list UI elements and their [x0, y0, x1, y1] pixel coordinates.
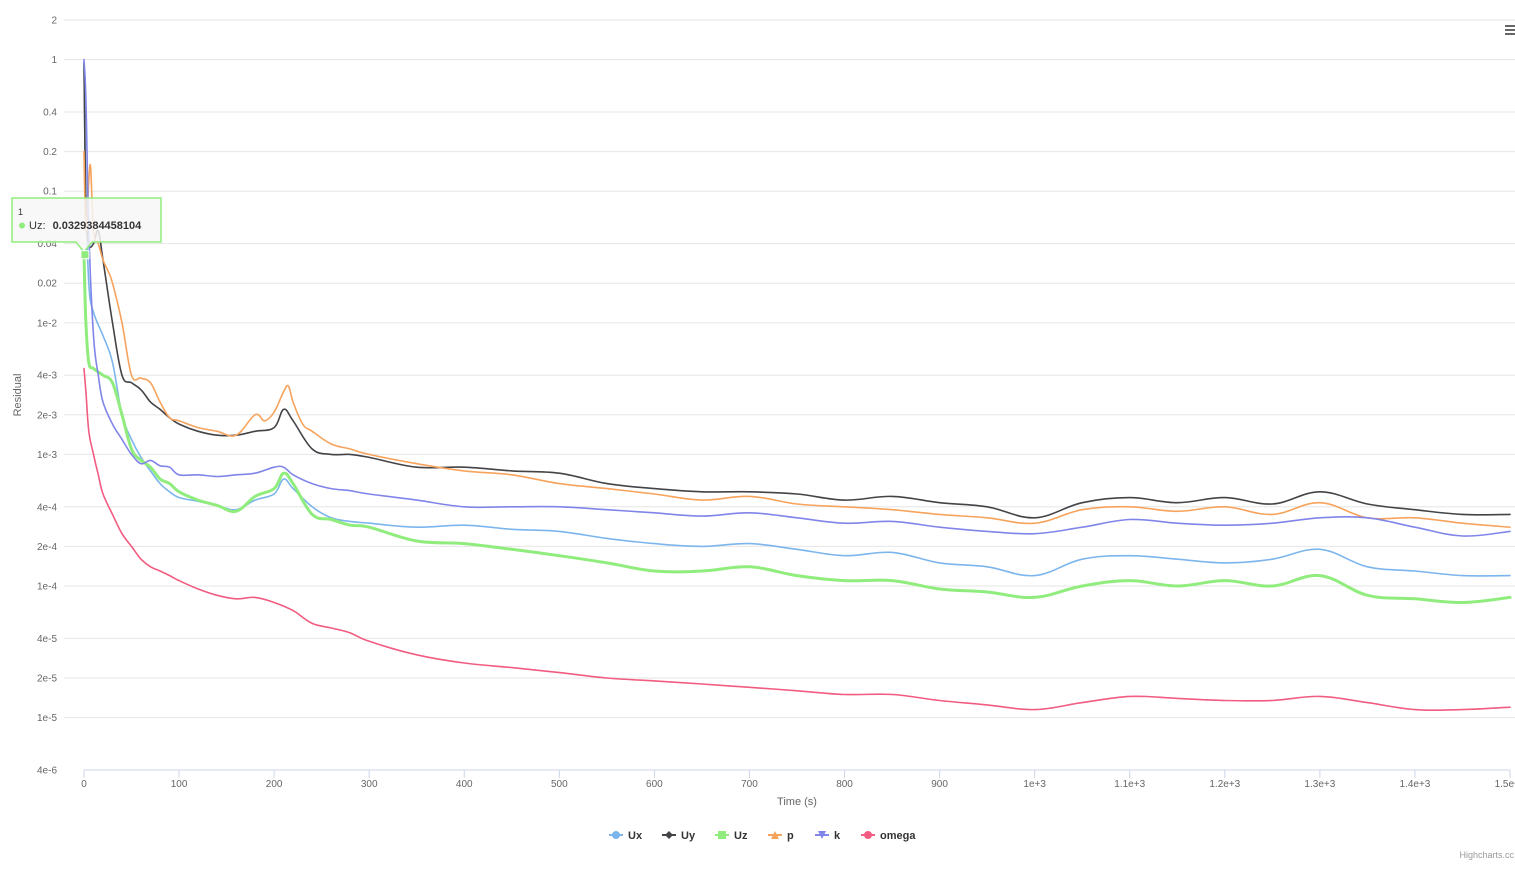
y-tick-label: 4e-5 — [37, 634, 57, 645]
series-line-p[interactable] — [83, 150, 1511, 528]
y-tick-label: 0.02 — [38, 279, 58, 290]
legend-label: Uz — [734, 830, 748, 842]
hover-marker — [80, 250, 90, 260]
hover-point-marker — [80, 250, 90, 260]
x-tick-label: 0 — [81, 779, 87, 790]
svg-text:Uz: 0.0329384458104: Uz: 0.0329384458104 — [29, 220, 142, 232]
x-tick-label: 1.5e+3 — [1495, 779, 1515, 790]
legend-marker-p — [771, 831, 779, 839]
y-tick-label: 0.1 — [43, 187, 57, 198]
series-line-Uz[interactable] — [82, 253, 1512, 605]
x-tick-label: 700 — [741, 779, 758, 790]
tooltip-value: 0.0329384458104 — [53, 220, 143, 232]
x-tick-label: 400 — [456, 779, 473, 790]
x-tick-label: 600 — [646, 779, 663, 790]
legend-item-k[interactable]: k — [815, 830, 841, 842]
y-tick-label: 4e-3 — [37, 371, 57, 382]
x-tick-label: 200 — [266, 779, 283, 790]
series-line-Uy[interactable] — [83, 61, 1511, 519]
y-tick-label: 0.4 — [43, 107, 57, 118]
legend-marker-Ux — [612, 831, 620, 839]
x-tick-label: 1.4e+3 — [1399, 779, 1430, 790]
legend-label: p — [787, 830, 794, 842]
x-tick-label: 1.3e+3 — [1304, 779, 1335, 790]
y-tick-label: 2e-5 — [37, 674, 57, 685]
tooltip-series-name: Uz: — [29, 220, 46, 232]
tooltip-x-label: 1 — [18, 207, 23, 217]
x-tick-label: 1.2e+3 — [1209, 779, 1240, 790]
legend-marker-Uz — [718, 831, 726, 839]
x-tick-label: 1e+3 — [1023, 779, 1046, 790]
y-tick-label: 0.2 — [43, 147, 57, 158]
credits-link[interactable]: Highcharts.cc — [1459, 850, 1514, 860]
legend-item-omega[interactable]: omega — [861, 830, 916, 842]
legend-item-Uy[interactable]: Uy — [662, 830, 696, 842]
legend-marker-Uy — [665, 831, 673, 839]
y-tick-label: 1e-4 — [37, 582, 57, 593]
y-tick-label: 1 — [51, 55, 57, 66]
y-axis-ticks: 2 1 0.4 0.2 0.1 0.04 0.02 1e-2 4e-3 2e-3 1e-3 4e-4 2… — [37, 16, 57, 777]
series-lines — [82, 58, 1512, 712]
y-tick-label: 2e-4 — [37, 542, 57, 553]
y-tick-label: 1e-2 — [37, 318, 57, 329]
legend-item-Ux[interactable]: Ux — [609, 830, 643, 842]
legend-marker-omega — [864, 831, 872, 839]
legend-label: Uy — [681, 830, 696, 842]
legend-label: omega — [880, 830, 916, 842]
legend-label: Ux — [628, 830, 643, 842]
x-tick-label: 100 — [171, 779, 188, 790]
series-line-Ux[interactable] — [83, 64, 1511, 577]
series-line-omega[interactable] — [83, 367, 1511, 712]
x-tick-label: 900 — [931, 779, 948, 790]
y-tick-label: 1e-5 — [37, 713, 57, 724]
y-tick-label: 4e-4 — [37, 502, 57, 513]
series-line-k[interactable] — [83, 58, 1511, 537]
hamburger-menu-icon[interactable] — [1505, 25, 1515, 35]
y-tick-label: 2e-3 — [37, 410, 57, 421]
x-tick-label: 500 — [551, 779, 568, 790]
y-tick-label: 1e-3 — [37, 450, 57, 461]
y-tick-label: 0.04 — [38, 239, 58, 250]
x-tick-label: 800 — [836, 779, 853, 790]
x-tick-label: 300 — [361, 779, 378, 790]
legend-marker-k — [818, 831, 826, 839]
y-tick-label: 2 — [51, 16, 57, 27]
x-axis-ticks: 0 100 200 300 400 500 600 700 800 900 1e+3 1.1e+3 1.… — [81, 770, 1515, 790]
y-tick-label: 4e-6 — [37, 766, 57, 777]
legend: Ux Uy Uz p k omega — [609, 830, 916, 842]
grid — [64, 19, 1515, 719]
y-axis-title: Residual — [12, 374, 24, 417]
legend-label: k — [834, 830, 841, 842]
legend-item-p[interactable]: p — [768, 830, 794, 842]
tooltip-series-marker — [19, 222, 25, 229]
tooltip: 1 Uz: 0.0329384458104 — [11, 197, 162, 254]
x-axis-title: Time (s) — [777, 796, 817, 808]
x-tick-label: 1.1e+3 — [1114, 779, 1145, 790]
legend-item-Uz[interactable]: Uz — [715, 830, 748, 842]
